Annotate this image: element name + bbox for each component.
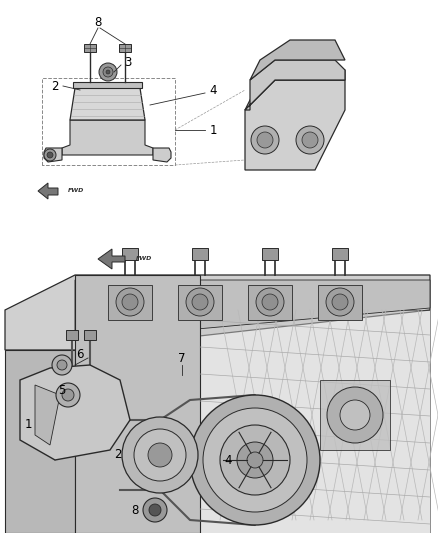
Polygon shape <box>250 40 345 80</box>
Polygon shape <box>66 330 78 340</box>
Text: 8: 8 <box>94 15 102 28</box>
Circle shape <box>302 132 318 148</box>
Circle shape <box>332 294 348 310</box>
Polygon shape <box>20 365 130 460</box>
Polygon shape <box>38 183 58 199</box>
Text: 2: 2 <box>114 448 122 462</box>
Circle shape <box>256 288 284 316</box>
Circle shape <box>47 152 53 158</box>
Text: 1: 1 <box>24 418 32 432</box>
Text: 8: 8 <box>131 504 139 516</box>
Polygon shape <box>35 385 60 445</box>
Polygon shape <box>98 249 125 269</box>
Circle shape <box>44 149 56 161</box>
Polygon shape <box>108 285 152 320</box>
Circle shape <box>57 360 67 370</box>
Circle shape <box>257 132 273 148</box>
Polygon shape <box>75 280 430 340</box>
Circle shape <box>296 126 324 154</box>
Circle shape <box>116 288 144 316</box>
Text: 1: 1 <box>209 124 217 136</box>
Circle shape <box>251 126 279 154</box>
Circle shape <box>106 70 110 74</box>
Polygon shape <box>84 44 96 52</box>
Polygon shape <box>119 44 131 52</box>
Polygon shape <box>75 275 200 533</box>
Circle shape <box>327 387 383 443</box>
Circle shape <box>148 443 172 467</box>
Text: FWD: FWD <box>136 256 152 262</box>
Circle shape <box>122 417 198 493</box>
Polygon shape <box>62 120 153 155</box>
Circle shape <box>237 442 273 478</box>
Circle shape <box>122 294 138 310</box>
Circle shape <box>190 395 320 525</box>
Polygon shape <box>245 70 345 110</box>
Polygon shape <box>153 148 171 162</box>
Polygon shape <box>320 380 390 450</box>
Text: 3: 3 <box>124 55 132 69</box>
Circle shape <box>62 389 74 401</box>
Circle shape <box>192 294 208 310</box>
Polygon shape <box>248 285 292 320</box>
Polygon shape <box>5 275 430 350</box>
Polygon shape <box>318 285 362 320</box>
Circle shape <box>326 288 354 316</box>
Circle shape <box>52 355 72 375</box>
Polygon shape <box>262 248 278 260</box>
Circle shape <box>149 504 161 516</box>
Text: 4: 4 <box>209 84 217 96</box>
Polygon shape <box>73 82 142 88</box>
Circle shape <box>203 408 307 512</box>
Polygon shape <box>332 248 348 260</box>
Circle shape <box>340 400 370 430</box>
Polygon shape <box>245 80 345 170</box>
Circle shape <box>143 498 167 522</box>
Circle shape <box>186 288 214 316</box>
Circle shape <box>99 63 117 81</box>
Polygon shape <box>44 148 62 162</box>
Polygon shape <box>122 248 138 260</box>
Circle shape <box>134 429 186 481</box>
Text: 6: 6 <box>76 349 84 361</box>
Circle shape <box>247 452 263 468</box>
Polygon shape <box>70 88 145 120</box>
Polygon shape <box>178 285 222 320</box>
Text: FWD: FWD <box>68 189 85 193</box>
Circle shape <box>103 67 113 77</box>
Text: 2: 2 <box>51 79 59 93</box>
Text: 7: 7 <box>178 351 186 365</box>
Polygon shape <box>5 350 75 533</box>
Circle shape <box>56 383 80 407</box>
Polygon shape <box>245 60 345 110</box>
Polygon shape <box>84 330 96 340</box>
Text: 5: 5 <box>58 384 66 397</box>
Circle shape <box>220 425 290 495</box>
Text: 4: 4 <box>224 454 232 466</box>
Polygon shape <box>192 248 208 260</box>
Polygon shape <box>200 310 430 533</box>
Circle shape <box>262 294 278 310</box>
